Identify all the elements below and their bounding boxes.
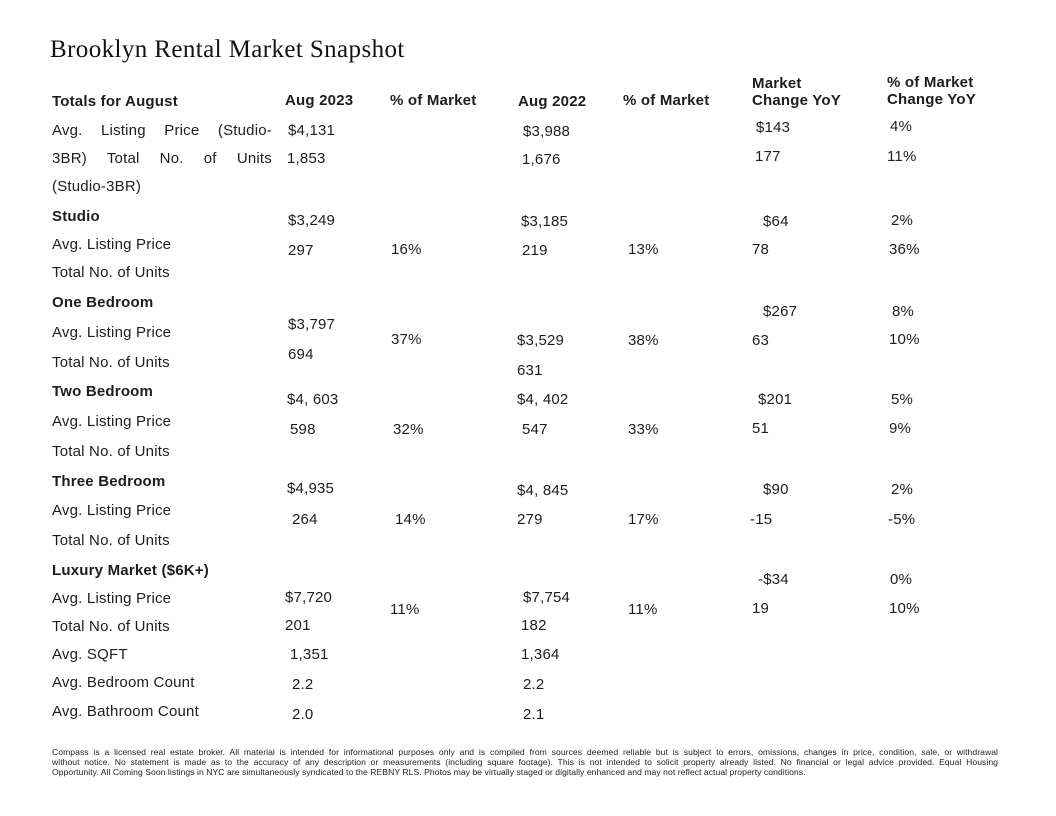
three-bedroom-aug2022-price: $4, 845 (517, 482, 569, 499)
luxury-aug2022-sqft: 1,364 (521, 646, 560, 663)
three-bedroom-aug2023-pct: 14% (395, 511, 426, 528)
one-bedroom-aug2022-price: $3,529 (517, 332, 565, 349)
disclaimer-line3: Opportunity. All Coming Soon listings in… (52, 767, 806, 777)
luxury-label-bedroom: Avg. Bedroom Count (52, 674, 195, 691)
three-bedroom-label-price: Avg. Listing Price (52, 502, 172, 519)
one-bedroom-change-units: 63 (752, 332, 770, 349)
luxury-change-units: 19 (752, 600, 770, 617)
col-header-market-change: Market Change YoY (752, 75, 841, 109)
studio-aug2022-price: $3,185 (521, 213, 569, 230)
three-bedroom-change-price: $90 (763, 481, 789, 498)
totals-aug2023-price: $4,131 (288, 122, 336, 139)
studio-aug2023-units: 297 (288, 242, 314, 259)
three-bedroom-aug2022-pct: 17% (628, 511, 659, 528)
two-bedroom-pct-change-price: 5% (891, 391, 914, 408)
one-bedroom-pct-change-price: 8% (892, 303, 915, 320)
one-bedroom-aug2022-units: 631 (517, 362, 543, 379)
two-bedroom-change-units: 51 (752, 420, 770, 437)
totals-aug2022-units: 1,676 (522, 151, 561, 168)
one-bedroom-aug2023-price: $3,797 (288, 316, 336, 333)
luxury-heading: Luxury Market ($6K+) (52, 562, 209, 579)
totals-change-units: 177 (755, 148, 781, 165)
three-bedroom-heading: Three Bedroom (52, 473, 166, 490)
totals-pct-change-price: 4% (890, 118, 913, 135)
one-bedroom-aug2022-pct: 38% (628, 332, 659, 349)
one-bedroom-change-price: $267 (763, 303, 798, 320)
three-bedroom-change-units: -15 (750, 511, 773, 528)
one-bedroom-label-units: Total No. of Units (52, 354, 170, 371)
studio-label-price: Avg. Listing Price (52, 236, 172, 253)
totals-label-line2: 3BR) Total No. of Units (52, 150, 272, 167)
three-bedroom-aug2022-units: 279 (517, 511, 543, 528)
luxury-aug2023-bathroom: 2.0 (292, 706, 314, 723)
two-bedroom-label-units: Total No. of Units (52, 443, 170, 460)
two-bedroom-label-price: Avg. Listing Price (52, 413, 172, 430)
luxury-pct-change-units: 10% (889, 600, 920, 617)
studio-pct-change-units: 36% (889, 241, 920, 258)
luxury-aug2023-bedroom: 2.2 (292, 676, 314, 693)
studio-aug2022-units: 219 (522, 242, 548, 259)
three-bedroom-aug2023-price: $4,935 (287, 480, 335, 497)
two-bedroom-heading: Two Bedroom (52, 383, 154, 400)
col-header-pct-market-2022: % of Market (623, 92, 710, 109)
three-bedroom-aug2023-units: 264 (292, 511, 318, 528)
disclaimer-line2: without notice. No statement is made as … (52, 757, 998, 767)
one-bedroom-label-price: Avg. Listing Price (52, 324, 172, 341)
luxury-aug2022-units: 182 (521, 617, 547, 634)
col-header-aug-2022: Aug 2022 (518, 93, 587, 110)
luxury-aug2023-sqft: 1,351 (290, 646, 329, 663)
luxury-aug2023-units: 201 (285, 617, 311, 634)
disclaimer-line1: Compass is a licensed real estate broker… (52, 747, 998, 757)
studio-aug2023-price: $3,249 (288, 212, 336, 229)
three-bedroom-pct-change-price: 2% (891, 481, 914, 498)
studio-aug2023-pct: 16% (391, 241, 422, 258)
totals-label-line1: Avg. Listing Price (Studio- (52, 122, 272, 139)
luxury-label-units: Total No. of Units (52, 618, 170, 635)
luxury-aug2023-price: $7,720 (285, 589, 333, 606)
two-bedroom-aug2022-price: $4, 402 (517, 391, 569, 408)
studio-change-units: 78 (752, 241, 770, 258)
studio-label-units: Total No. of Units (52, 264, 170, 281)
luxury-aug2022-bedroom: 2.2 (523, 676, 545, 693)
one-bedroom-aug2023-pct: 37% (391, 331, 422, 348)
totals-pct-change-units: 11% (887, 148, 917, 165)
luxury-change-price: -$34 (758, 571, 789, 588)
two-bedroom-change-price: $201 (758, 391, 793, 408)
two-bedroom-aug2023-price: $4, 603 (287, 391, 339, 408)
one-bedroom-aug2023-units: 694 (288, 346, 314, 363)
two-bedroom-aug2022-pct: 33% (628, 421, 659, 438)
col-header-row-label: Totals for August (52, 93, 178, 110)
col-header-pct-market-change: % of Market Change YoY (887, 74, 976, 108)
luxury-label-bathroom: Avg. Bathroom Count (52, 703, 199, 720)
totals-change-price: $143 (756, 119, 791, 136)
luxury-aug2022-price: $7,754 (523, 589, 571, 606)
one-bedroom-pct-change-units: 10% (889, 331, 920, 348)
three-bedroom-label-units: Total No. of Units (52, 532, 170, 549)
two-bedroom-aug2022-units: 547 (522, 421, 548, 438)
col-header-aug-2023: Aug 2023 (285, 92, 354, 109)
two-bedroom-aug2023-units: 598 (290, 421, 316, 438)
two-bedroom-aug2023-pct: 32% (393, 421, 424, 438)
col-header-pct-market-2023: % of Market (390, 92, 477, 109)
one-bedroom-heading: One Bedroom (52, 294, 154, 311)
luxury-label-price: Avg. Listing Price (52, 590, 172, 607)
studio-change-price: $64 (763, 213, 789, 230)
two-bedroom-pct-change-units: 9% (889, 420, 912, 437)
luxury-aug2022-pct: 11% (628, 601, 658, 618)
three-bedroom-pct-change-units: -5% (888, 511, 916, 528)
luxury-aug2022-bathroom: 2.1 (523, 706, 545, 723)
luxury-label-sqft: Avg. SQFT (52, 646, 128, 663)
totals-aug2023-units: 1,853 (287, 150, 326, 167)
luxury-aug2023-pct: 11% (390, 601, 420, 618)
studio-aug2022-pct: 13% (628, 241, 659, 258)
totals-aug2022-price: $3,988 (523, 123, 571, 140)
totals-label-line3: (Studio-3BR) (52, 178, 142, 195)
page-title: Brooklyn Rental Market Snapshot (50, 36, 405, 63)
studio-pct-change-price: 2% (891, 212, 914, 229)
studio-heading: Studio (52, 208, 100, 225)
luxury-pct-change-price: 0% (890, 571, 913, 588)
